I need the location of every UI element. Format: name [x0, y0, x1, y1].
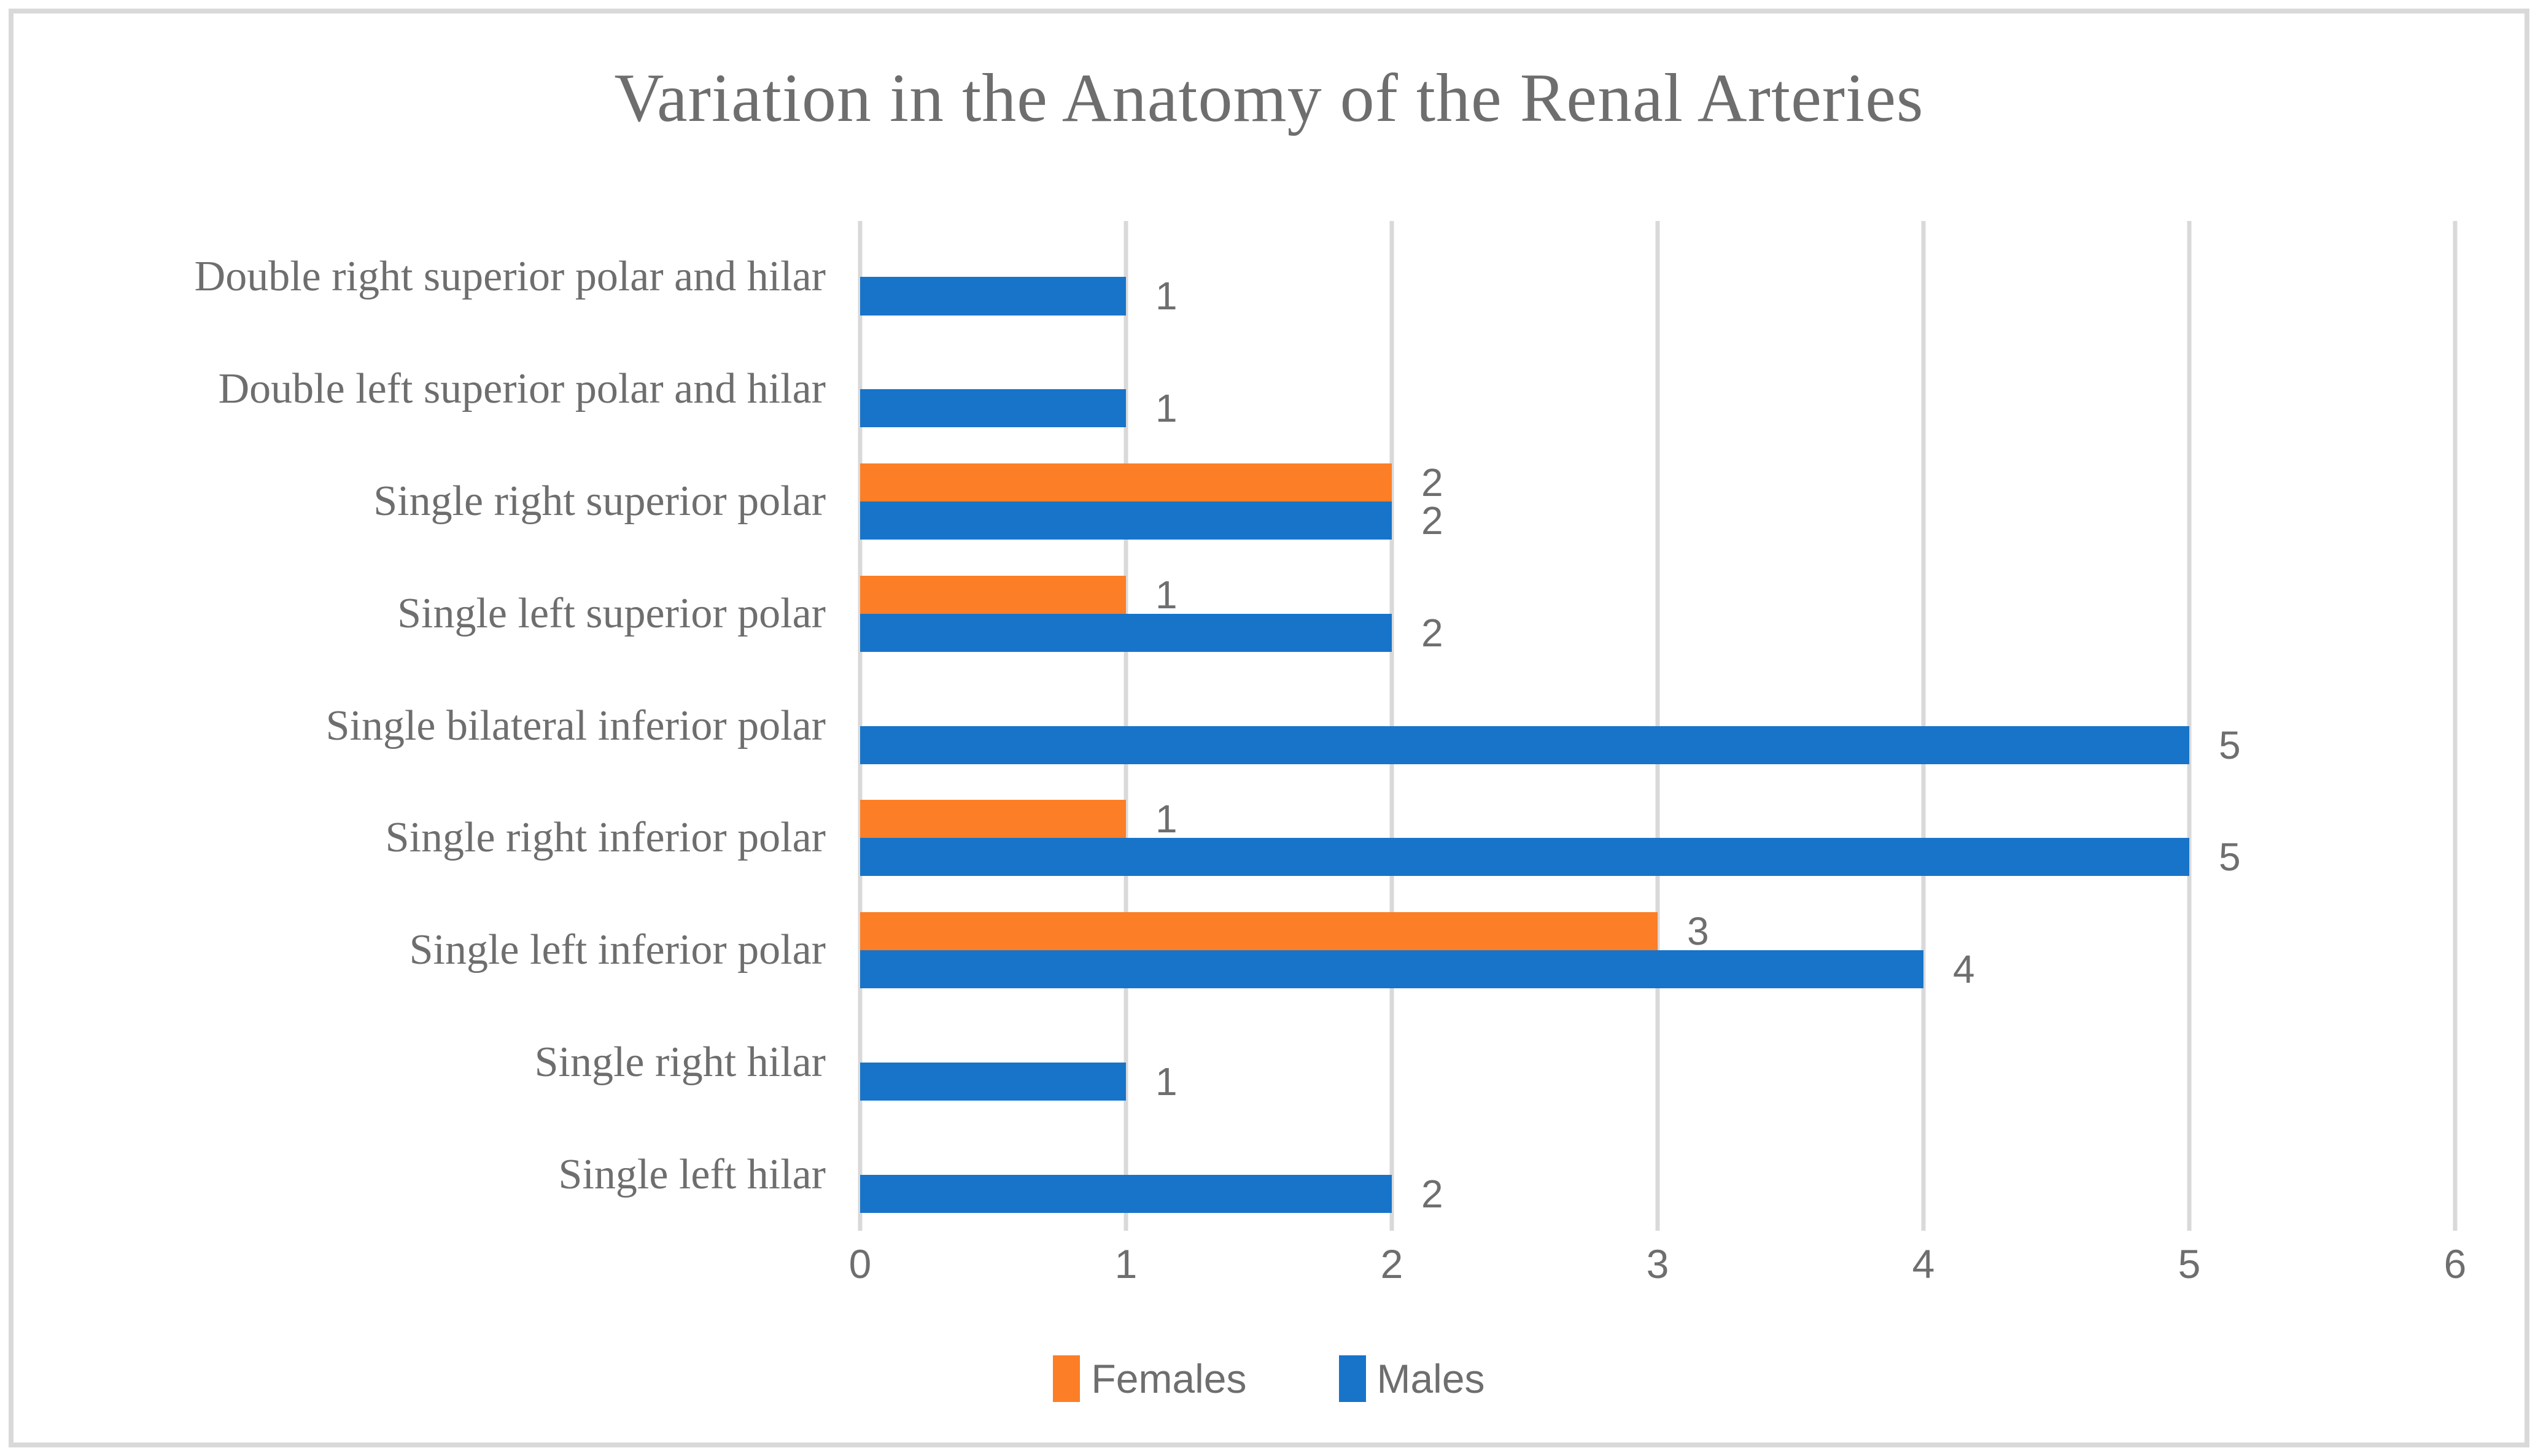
- bar-males: [860, 1062, 1126, 1101]
- category-axis-labels: Double right superior polar and hilar Dou…: [0, 221, 826, 1231]
- category-label: Double right superior polar and hilar: [194, 253, 826, 301]
- legend-item-females: Females: [1053, 1355, 1247, 1402]
- bar-value-label: 3: [1687, 908, 1709, 953]
- category-label: Double left superior polar and hilar: [218, 365, 826, 413]
- bar-value-label: 2: [1421, 1171, 1443, 1216]
- chart-title: Variation in the Anatomy of the Renal Ar…: [614, 60, 1924, 136]
- figure-border: [9, 9, 2529, 1447]
- legend-label: Females: [1091, 1356, 1247, 1401]
- x-tick-label: 5: [2178, 1241, 2201, 1287]
- bar-value-label: 1: [1155, 1059, 1178, 1104]
- bar-males: [860, 838, 2189, 877]
- gridline: [2453, 221, 2458, 1231]
- bar-value-label: 1: [1155, 386, 1178, 431]
- x-tick-label: 4: [1912, 1241, 1935, 1287]
- bar-value-label: 2: [1421, 498, 1443, 543]
- bar-males: [860, 726, 2189, 764]
- x-tick-label: 1: [1114, 1241, 1138, 1287]
- legend-item-males: Males: [1338, 1355, 1485, 1402]
- bar-females: [860, 912, 1658, 951]
- legend-swatch-females: [1053, 1355, 1081, 1402]
- category-label: Single left hilar: [558, 1150, 826, 1198]
- x-axis-tick-labels: 0 1 2 3 4 5 6: [849, 1241, 2467, 1299]
- category-label: Single bilateral inferior polar: [325, 702, 826, 749]
- bar-value-label: 1: [1155, 797, 1178, 842]
- bar-value-label: 1: [1155, 572, 1178, 617]
- x-tick-label: 2: [1380, 1241, 1403, 1287]
- bar-value-label: 5: [2219, 722, 2241, 767]
- category-label: Single left superior polar: [397, 589, 826, 637]
- bar-value-label: 1: [1155, 274, 1178, 319]
- bar-males: [860, 277, 1126, 316]
- bar-females: [860, 463, 1392, 501]
- bar-value-label: 4: [1952, 947, 1975, 992]
- bar-value-label: 2: [1421, 610, 1443, 655]
- category-label: Single right superior polar: [373, 477, 826, 525]
- bar-males: [860, 501, 1392, 540]
- bar-females: [860, 800, 1126, 838]
- legend-label: Males: [1376, 1356, 1485, 1401]
- gridline: [2187, 221, 2192, 1231]
- x-tick-label: 0: [848, 1241, 872, 1287]
- bar-males: [860, 389, 1126, 428]
- bar-males: [860, 950, 1923, 989]
- bar-males: [860, 613, 1392, 652]
- legend: Females Males: [0, 1348, 2538, 1409]
- bar-males: [860, 1174, 1392, 1213]
- x-tick-label: 6: [2443, 1241, 2467, 1287]
- x-tick-label: 3: [1646, 1241, 1669, 1287]
- category-label: Single right hilar: [534, 1038, 826, 1086]
- bar-value-label: 5: [2219, 835, 2241, 880]
- bar-females: [860, 575, 1126, 614]
- category-label: Single left inferior polar: [409, 926, 826, 974]
- category-label: Single right inferior polar: [385, 814, 826, 862]
- legend-swatch-males: [1338, 1355, 1366, 1402]
- bar-value-label: 2: [1421, 460, 1443, 505]
